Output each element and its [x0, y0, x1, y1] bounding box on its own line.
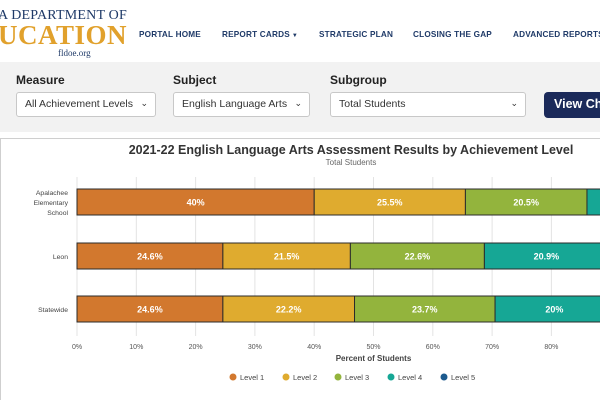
x-axis-label: Percent of Students	[336, 354, 412, 363]
legend-label: Level 5	[451, 373, 475, 382]
nav-advanced-reports[interactable]: ADVANCED REPORTS	[513, 30, 600, 39]
caret-down-icon: ▼	[291, 33, 299, 39]
legend-label: Level 1	[240, 373, 264, 382]
x-tick-label: 70%	[485, 344, 499, 351]
subgroup-select[interactable]: Total Students ⌄	[330, 92, 526, 117]
bar-segment	[222, 295, 356, 323]
legend-swatch	[387, 373, 395, 381]
data-label: 20.9%	[534, 252, 560, 262]
measure-select-value: All Achievement Levels	[25, 98, 133, 110]
x-tick-label: 0%	[72, 344, 82, 351]
subject-select[interactable]: English Language Arts ⌄	[173, 92, 310, 117]
chevron-down-icon: ⌄	[140, 98, 148, 108]
x-tick-label: 60%	[426, 344, 440, 351]
bar-segment	[349, 242, 485, 270]
x-tick-label: 30%	[248, 344, 262, 351]
legend-swatch	[229, 373, 237, 381]
chart-subtitle: Total Students	[326, 158, 377, 167]
x-tick-label: 50%	[366, 344, 380, 351]
filter-panel: Measure All Achievement Levels ⌄ Subject…	[0, 62, 600, 132]
legend-label: Level 4	[398, 373, 422, 382]
x-tick-label: 10%	[129, 344, 143, 351]
nav-portal-home[interactable]: PORTAL HOME	[139, 30, 201, 39]
measure-label: Measure	[16, 73, 65, 87]
legend-swatch	[282, 373, 290, 381]
chart-card: 2021-22 English Language Arts Assessment…	[0, 138, 600, 400]
data-label: 22.6%	[405, 252, 431, 262]
nav-report-cards-label: REPORT CARDS	[222, 30, 290, 39]
logo-line-url: fldoe.org	[58, 48, 91, 58]
bar-segment	[586, 188, 600, 216]
data-label: 21.5%	[274, 252, 300, 262]
chart-title: 2021-22 English Language Arts Assessment…	[129, 143, 574, 157]
data-label: 20%	[545, 305, 563, 315]
x-tick-label: 20%	[189, 344, 203, 351]
legend-label: Level 3	[345, 373, 369, 382]
nav-closing-the-gap[interactable]: CLOSING THE GAP	[413, 30, 492, 39]
category-label: Apalachee	[36, 190, 68, 197]
legend-swatch	[440, 373, 448, 381]
chevron-down-icon: ⌄	[294, 98, 302, 108]
logo-line-education: UCATION	[0, 20, 128, 50]
data-label: 22.2%	[276, 305, 302, 315]
category-label: Elementary	[34, 200, 69, 207]
x-tick-label: 40%	[307, 344, 321, 351]
main-nav: PORTAL HOME REPORT CARDS ▼ STRATEGIC PLAN…	[0, 30, 600, 44]
bar-segment	[483, 242, 600, 270]
subject-label: Subject	[173, 73, 217, 87]
category-label: School	[47, 210, 68, 217]
view-chart-button[interactable]: View Cha	[544, 92, 600, 118]
legend-label: Level 2	[293, 373, 317, 382]
stacked-bar-chart: 2021-22 English Language Arts Assessment…	[34, 143, 600, 382]
data-label: 24.6%	[137, 305, 163, 315]
nav-report-cards[interactable]: REPORT CARDS ▼	[222, 30, 298, 39]
subject-select-value: English Language Arts	[182, 98, 288, 110]
site-header: A DEPARTMENT OF UCATION fldoe.org PORTAL…	[0, 0, 600, 62]
category-label: Statewide	[38, 307, 68, 314]
data-label: 20.5%	[513, 198, 539, 208]
logo-line-department: A DEPARTMENT OF	[0, 8, 127, 23]
data-label: 40%	[187, 198, 205, 208]
subgroup-label: Subgroup	[330, 73, 387, 87]
data-label: 24.6%	[137, 252, 163, 262]
data-label: 25.5%	[377, 198, 403, 208]
nav-strategic-plan[interactable]: STRATEGIC PLAN	[319, 30, 394, 39]
legend-swatch	[334, 373, 342, 381]
fldoe-logo[interactable]: A DEPARTMENT OF UCATION fldoe.org	[0, 8, 127, 58]
subgroup-select-value: Total Students	[339, 98, 406, 110]
bar-segment	[494, 295, 600, 323]
data-label: 23.7%	[412, 305, 438, 315]
category-label: Leon	[53, 254, 68, 261]
chevron-down-icon: ⌄	[510, 98, 518, 108]
x-tick-label: 80%	[544, 344, 558, 351]
measure-select[interactable]: All Achievement Levels ⌄	[16, 92, 156, 117]
bar-segment	[464, 188, 588, 216]
